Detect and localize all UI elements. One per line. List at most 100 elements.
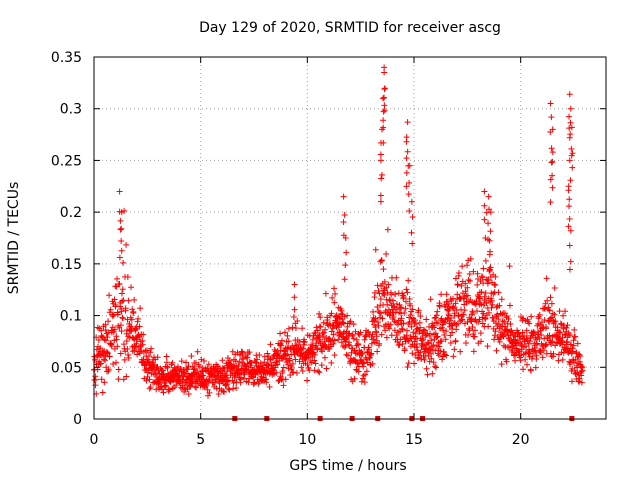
data-point bbox=[118, 237, 125, 244]
data-point bbox=[409, 306, 416, 313]
data-point bbox=[411, 317, 418, 324]
data-point bbox=[154, 363, 161, 370]
data-point bbox=[320, 333, 327, 340]
data-point bbox=[506, 263, 513, 270]
data-point bbox=[579, 367, 586, 374]
data-point bbox=[485, 193, 492, 200]
data-point bbox=[285, 361, 292, 368]
data-point bbox=[411, 360, 418, 367]
data-point bbox=[378, 310, 385, 317]
data-point bbox=[279, 337, 286, 344]
data-point bbox=[320, 319, 327, 326]
data-point bbox=[464, 319, 471, 326]
data-point bbox=[273, 358, 280, 365]
data-point bbox=[399, 326, 406, 333]
data-point bbox=[352, 328, 359, 335]
data-point bbox=[492, 320, 499, 327]
data-point bbox=[124, 274, 131, 281]
data-point bbox=[487, 228, 494, 235]
data-point bbox=[381, 69, 388, 76]
data-point bbox=[543, 324, 550, 331]
data-point bbox=[577, 363, 584, 370]
data-point bbox=[386, 325, 393, 332]
data-point bbox=[92, 382, 99, 389]
data-point bbox=[470, 268, 477, 275]
data-point bbox=[549, 149, 556, 156]
data-point bbox=[449, 329, 456, 336]
data-point bbox=[566, 125, 573, 132]
data-point bbox=[522, 356, 529, 363]
data-point bbox=[166, 386, 173, 393]
data-point bbox=[378, 175, 385, 182]
data-point bbox=[433, 334, 440, 341]
data-point bbox=[323, 365, 330, 372]
data-point bbox=[106, 292, 113, 299]
data-point bbox=[391, 327, 398, 334]
data-point bbox=[506, 302, 513, 309]
data-point bbox=[565, 223, 572, 230]
data-point bbox=[291, 306, 298, 313]
data-point bbox=[433, 312, 440, 319]
data-point bbox=[551, 311, 558, 318]
data-point bbox=[437, 348, 444, 355]
data-point bbox=[525, 340, 532, 347]
data-point bbox=[457, 348, 464, 355]
data-point bbox=[512, 357, 519, 364]
data-point bbox=[316, 310, 323, 317]
data-point bbox=[424, 339, 431, 346]
data-point bbox=[418, 356, 425, 363]
data-point bbox=[98, 376, 105, 383]
data-point bbox=[128, 316, 135, 323]
data-point bbox=[344, 312, 351, 319]
data-point bbox=[146, 376, 153, 383]
data-point bbox=[279, 355, 286, 362]
data-point bbox=[211, 379, 218, 386]
data-point bbox=[123, 373, 130, 380]
data-point bbox=[462, 288, 469, 295]
data-point bbox=[548, 341, 555, 348]
data-point bbox=[344, 352, 351, 359]
data-point bbox=[371, 318, 378, 325]
data-point bbox=[169, 359, 176, 366]
data-point bbox=[359, 350, 366, 357]
data-point bbox=[538, 331, 545, 338]
data-point bbox=[113, 336, 120, 343]
data-point bbox=[408, 229, 415, 236]
data-point bbox=[386, 312, 393, 319]
data-point bbox=[427, 330, 434, 337]
data-point bbox=[276, 342, 283, 349]
data-point bbox=[362, 333, 369, 340]
data-point bbox=[105, 366, 112, 373]
data-point bbox=[119, 298, 126, 305]
data-point bbox=[106, 353, 113, 360]
data-point bbox=[383, 251, 390, 258]
data-point bbox=[292, 325, 299, 332]
data-point bbox=[450, 353, 457, 360]
data-point bbox=[386, 296, 393, 303]
data-point bbox=[350, 335, 357, 342]
data-point bbox=[346, 330, 353, 337]
data-point bbox=[144, 347, 151, 354]
data-point bbox=[111, 326, 118, 333]
data-point bbox=[380, 108, 387, 115]
data-point bbox=[355, 341, 362, 348]
data-point bbox=[331, 352, 338, 359]
data-point bbox=[406, 162, 413, 169]
data-point bbox=[452, 337, 459, 344]
data-point bbox=[487, 266, 494, 273]
data-point bbox=[520, 366, 527, 373]
data-point bbox=[263, 379, 270, 386]
data-point bbox=[423, 365, 430, 372]
data-point bbox=[162, 382, 169, 389]
data-point bbox=[517, 354, 524, 361]
data-point bbox=[316, 369, 323, 376]
data-point bbox=[531, 330, 538, 337]
data-point bbox=[97, 360, 104, 367]
data-point bbox=[95, 337, 102, 344]
y-tick-label: 0.15 bbox=[51, 257, 82, 273]
data-point bbox=[536, 311, 543, 318]
data-point bbox=[526, 320, 533, 327]
data-point bbox=[464, 262, 471, 269]
data-point bbox=[290, 369, 297, 376]
data-point bbox=[443, 291, 450, 298]
